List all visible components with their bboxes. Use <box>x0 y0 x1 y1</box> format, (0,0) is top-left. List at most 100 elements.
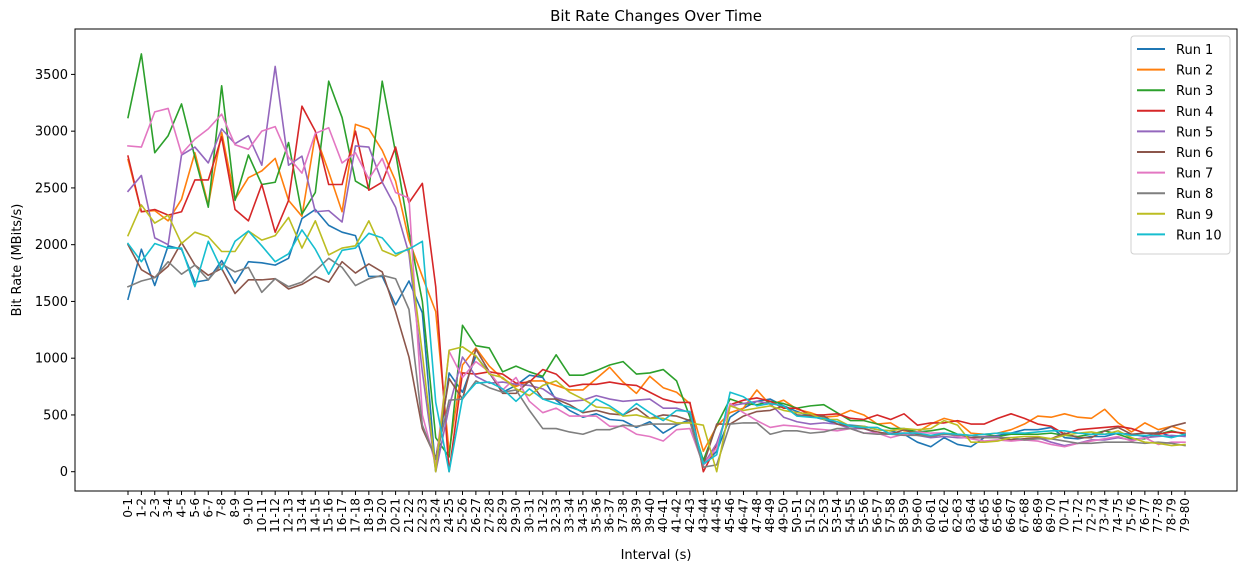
legend-label-run-3: Run 3 <box>1176 84 1213 99</box>
x-tick-label: 23-24 <box>429 498 443 533</box>
y-axis: 0 500 1000 1500 2000 2500 3000 3500 <box>35 68 75 480</box>
series-line-run-2 <box>127 123 1187 454</box>
x-tick-label: 12-13 <box>282 498 296 533</box>
x-tick-label: 6-7 <box>201 498 215 518</box>
x-tick-label: 2-3 <box>148 498 162 518</box>
x-tick-label: 43-44 <box>696 498 710 533</box>
x-tick-label: 71-72 <box>1071 498 1085 533</box>
legend-label-run-6: Run 6 <box>1176 146 1213 161</box>
x-tick-label: 51-52 <box>803 498 817 533</box>
y-tick-label: 2000 <box>35 238 68 253</box>
x-tick-label: 61-62 <box>937 498 951 533</box>
x-tick-label: 38-39 <box>629 498 643 533</box>
x-tick-label: 72-73 <box>1084 498 1098 533</box>
x-tick-label: 75-76 <box>1124 498 1138 533</box>
x-tick-label: 36-37 <box>603 498 617 533</box>
x-tick-label: 19-20 <box>375 498 389 533</box>
x-tick-label: 50-51 <box>790 498 804 533</box>
x-tick-label: 52-53 <box>817 498 831 533</box>
x-tick-label: 66-67 <box>1004 498 1018 533</box>
x-tick-label: 79-80 <box>1178 498 1192 533</box>
y-tick-label: 500 <box>43 408 68 423</box>
x-tick-label: 68-69 <box>1031 498 1045 533</box>
x-tick-label: 16-17 <box>335 498 349 533</box>
x-tick-label: 53-54 <box>830 498 844 533</box>
series-line-run-10 <box>126 229 1186 473</box>
y-axis-label: Bit Rate (MBits/s) <box>10 204 25 317</box>
x-tick-label: 63-64 <box>964 498 978 533</box>
series-layer <box>126 53 1187 473</box>
x-tick-label: 34-35 <box>576 498 590 533</box>
x-tick-label: 33-34 <box>563 498 577 533</box>
legend-label-run-5: Run 5 <box>1176 125 1213 140</box>
x-tick-label: 8-9 <box>228 498 242 518</box>
x-tick-label: 58-59 <box>897 498 911 533</box>
y-tick-label: 2500 <box>35 181 68 196</box>
x-tick-label: 35-36 <box>589 498 603 533</box>
x-tick-label: 40-41 <box>656 498 670 533</box>
x-tick-label: 39-40 <box>643 498 657 533</box>
x-tick-label: 73-74 <box>1098 498 1112 533</box>
x-tick-label: 3-4 <box>161 498 175 518</box>
x-tick-label: 48-49 <box>763 498 777 533</box>
y-tick-label: 3500 <box>35 68 68 83</box>
series-line-run-3 <box>127 53 1186 462</box>
legend-label-run-1: Run 1 <box>1176 43 1213 58</box>
x-tick-label: 76-77 <box>1138 498 1152 533</box>
series-line-run-9 <box>126 204 1186 473</box>
x-tick-label: 9-10 <box>241 498 255 525</box>
chart-title: Bit Rate Changes Over Time <box>550 7 762 25</box>
legend-label-run-9: Run 9 <box>1176 208 1213 223</box>
x-tick-label: 56-57 <box>870 498 884 533</box>
x-tick-label: 64-65 <box>977 498 991 533</box>
x-tick-label: 27-28 <box>482 498 496 533</box>
x-tick-label: 70-71 <box>1058 498 1072 533</box>
x-tick-label: 15-16 <box>322 498 336 533</box>
x-tick-label: 55-56 <box>857 498 871 533</box>
series-line-run-7 <box>127 107 1186 466</box>
x-tick-label: 31-32 <box>536 498 550 533</box>
x-tick-label: 69-70 <box>1044 498 1058 533</box>
x-tick-label: 30-31 <box>522 498 536 533</box>
x-tick-label: 41-42 <box>670 498 684 533</box>
x-tick-label: 45-46 <box>723 498 737 533</box>
x-tick-label: 24-25 <box>442 498 456 533</box>
x-tick-label: 32-33 <box>549 498 563 533</box>
x-tick-label: 37-38 <box>616 498 630 533</box>
x-tick-label: 11-12 <box>268 498 282 533</box>
x-tick-label: 54-55 <box>844 498 858 533</box>
x-tick-label: 62-63 <box>951 498 965 533</box>
y-tick-label: 0 <box>60 465 68 480</box>
legend-label-run-10: Run 10 <box>1176 228 1222 243</box>
x-tick-label: 74-75 <box>1111 498 1125 533</box>
x-tick-label: 78-79 <box>1165 498 1179 533</box>
x-tick-label: 4-5 <box>175 498 189 518</box>
x-tick-label: 13-14 <box>295 498 309 533</box>
legend-label-run-2: Run 2 <box>1176 64 1213 79</box>
legend-label-run-7: Run 7 <box>1176 167 1213 182</box>
x-tick-label: 65-66 <box>991 498 1005 533</box>
x-tick-label: 7-8 <box>215 498 229 518</box>
x-axis: 0-1 1-2 2-3 3-4 4-5 5-6 6-7 7-8 8-9 9-10 10-11 11-1… <box>121 491 1192 533</box>
y-tick-label: 1500 <box>35 295 68 310</box>
legend: Run 1 Run 2 Run 3 Run 4 Run 5 Run 6 Run 7 Run 8… <box>1130 35 1231 255</box>
x-tick-label: 25-26 <box>455 498 469 533</box>
x-tick-label: 46-47 <box>736 498 750 533</box>
x-tick-label: 5-6 <box>188 498 202 518</box>
x-tick-label: 42-43 <box>683 498 697 533</box>
x-tick-label: 44-45 <box>710 498 724 533</box>
x-tick-label: 10-11 <box>255 498 269 533</box>
x-tick-label: 22-23 <box>415 498 429 533</box>
plot-frame <box>74 28 1238 492</box>
x-tick-label: 26-27 <box>469 498 483 533</box>
x-tick-label: 47-48 <box>750 498 764 533</box>
x-tick-label: 1-2 <box>134 498 148 518</box>
x-tick-label: 67-68 <box>1017 498 1031 533</box>
y-tick-label: 1000 <box>35 352 68 367</box>
x-tick-label: 0-1 <box>121 498 135 518</box>
x-tick-label: 14-15 <box>308 498 322 533</box>
x-tick-label: 60-61 <box>924 498 938 533</box>
x-tick-label: 59-60 <box>910 498 924 533</box>
